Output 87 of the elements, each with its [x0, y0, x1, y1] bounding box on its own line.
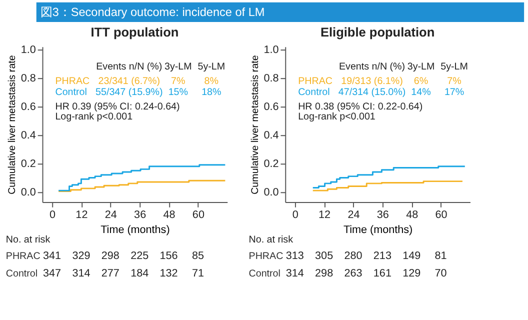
annotation: 7%	[171, 76, 186, 87]
text: Control	[298, 87, 330, 98]
text: 213	[373, 250, 392, 262]
annotation: 15%	[168, 87, 188, 98]
annotation: 7%	[447, 76, 462, 87]
chart-title: Eligible population	[320, 24, 435, 40]
y-tick-label: 1.0	[264, 44, 279, 56]
chart-title: ITT population	[90, 24, 179, 40]
x-tick-label: 60	[435, 209, 448, 222]
y-tick-label: 0.4	[264, 129, 279, 142]
x-tick-label: 48	[163, 209, 176, 222]
text: 313	[286, 250, 304, 262]
text: 149	[402, 250, 421, 262]
text: 156	[160, 250, 178, 262]
x-tick-label: 36	[134, 209, 146, 222]
y-axis-title: Cumulative liver metastasis rate	[6, 54, 18, 194]
y-tick-label: 0.0	[20, 186, 36, 198]
text: 341	[43, 250, 62, 262]
annotation: 5y-LM	[198, 62, 226, 73]
text: 70	[434, 268, 447, 280]
annotation: Log-rank p<0.001	[55, 111, 133, 122]
y-tick-label: 0.6	[20, 100, 36, 113]
text: 305	[315, 250, 334, 262]
text: 263	[344, 268, 362, 280]
y-tick-label: 0.8	[20, 72, 36, 84]
annotation: 5y-LM	[440, 62, 468, 73]
y-tick-label: 0.6	[264, 100, 279, 113]
text: 132	[160, 268, 178, 280]
text: 85	[192, 250, 204, 262]
text: 図3：Secondary outcome: incidence of LM	[40, 6, 265, 20]
x-tick-label: 12	[76, 209, 88, 222]
annotation: 23/341 (6.7%)	[98, 76, 160, 87]
annotation: Events n/N (%)	[96, 62, 162, 73]
x-tick-label: 24	[348, 209, 360, 222]
y-tick-label: 0.2	[264, 158, 279, 170]
x-tick-label: 48	[406, 209, 418, 222]
text: 71	[192, 268, 204, 280]
y-tick-label: 0.8	[264, 72, 279, 84]
y-tick-label: 0.0	[264, 186, 279, 198]
annotation: 19/313 (6.1%)	[341, 76, 403, 87]
text: No. at risk	[6, 234, 50, 246]
annotation: 55/347 (15.9%)	[96, 87, 163, 98]
annotation: 3y-LM	[164, 62, 192, 73]
text: PHRAC	[298, 76, 332, 87]
y-tick-label: 0.2	[20, 158, 36, 170]
text: No. at risk	[248, 234, 294, 246]
annotation: 3y-LM	[407, 62, 435, 73]
y-tick-label: 1.0	[20, 44, 36, 56]
text: 298	[101, 250, 120, 262]
text: Control	[248, 268, 280, 280]
text: 298	[315, 268, 334, 280]
text: 81	[434, 250, 447, 262]
text: 129	[402, 268, 421, 280]
annotation: HR 0.38 (95% CI: 0.22-0.64)	[298, 101, 423, 112]
y-tick-label: 0.4	[20, 129, 36, 142]
annotation: HR 0.39 (95% CI: 0.24-0.64)	[55, 101, 180, 112]
x-tick-label: 0	[292, 209, 298, 222]
x-tick-label: 36	[376, 209, 389, 222]
text: 314	[72, 268, 90, 280]
text: 277	[101, 268, 120, 280]
text: Control	[55, 87, 87, 98]
x-axis-title: Time (months)	[100, 224, 170, 236]
text: 347	[43, 268, 62, 280]
annotation: Events n/N (%)	[338, 62, 406, 73]
annotation: 17%	[444, 87, 464, 98]
text: PHRAC	[6, 250, 40, 262]
text: 314	[286, 268, 304, 280]
annotation: 18%	[202, 87, 222, 98]
annotation: 47/314 (15.0%)	[338, 87, 406, 98]
x-tick-label: 24	[104, 209, 117, 222]
text: 225	[130, 250, 149, 262]
annotation: Log-rank p<0.001	[298, 111, 376, 122]
x-tick-label: 60	[192, 209, 204, 222]
annotation: 6%	[414, 76, 428, 87]
text: PHRAC	[55, 76, 90, 87]
text: 280	[344, 250, 362, 262]
text: 161	[373, 268, 392, 280]
text: Control	[6, 268, 38, 280]
x-tick-label: 0	[49, 209, 56, 222]
text: 329	[72, 250, 90, 262]
text: 184	[130, 268, 149, 280]
x-tick-label: 12	[318, 209, 331, 222]
y-axis-title: Cumulative liver metastasis rate	[250, 54, 261, 194]
text: PHRAC	[248, 250, 284, 262]
annotation: 14%	[411, 87, 432, 98]
x-axis-title: Time (months)	[343, 224, 413, 236]
annotation: 8%	[204, 76, 219, 87]
